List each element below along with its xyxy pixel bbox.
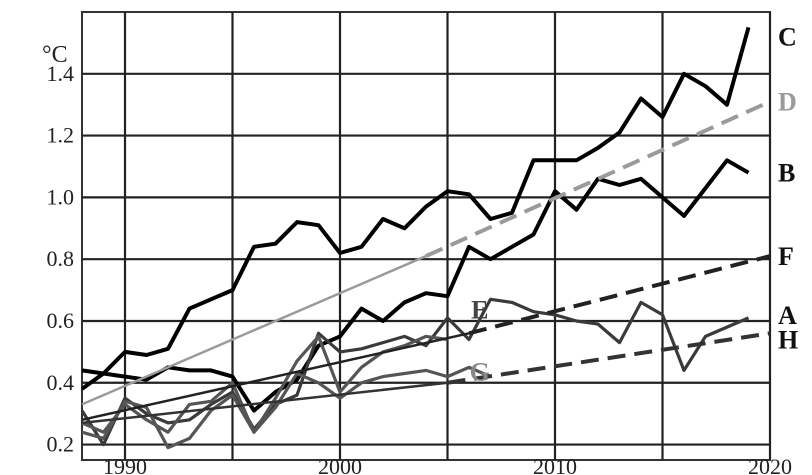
series-labels: C B A D F H	[778, 23, 798, 355]
x-axis-ticks: 1990 2000 2010 2020	[103, 454, 792, 475]
y-tick-label: 0.6	[47, 308, 75, 333]
y-axis-ticks: 0.2 0.4 0.6 0.8 1.0 1.2 1.4	[47, 61, 75, 457]
series-label-B: B	[778, 159, 795, 188]
plot-frame	[81, 11, 771, 461]
series-line-4	[81, 365, 492, 450]
annotation-E: E	[471, 296, 488, 325]
series-line-H-solid	[81, 381, 448, 425]
y-tick-label: 0.8	[47, 246, 75, 271]
x-tick-label: 2000	[318, 454, 362, 475]
y-tick-label: 1.4	[47, 61, 75, 86]
x-tick-label: 2020	[748, 454, 792, 475]
series-line-H-dashed	[447, 331, 771, 385]
series-label-F: F	[778, 242, 794, 271]
series-label-D: D	[778, 88, 797, 117]
series-line-B	[80, 158, 750, 413]
series-label-C: C	[778, 23, 797, 52]
y-tick-label: 0.4	[47, 370, 75, 395]
annotation-G: G	[470, 357, 490, 386]
x-tick-label: 2010	[533, 454, 577, 475]
series-line-F-solid	[81, 332, 470, 422]
y-tick-label: 1.2	[47, 123, 75, 148]
series-label-A: A	[778, 301, 797, 330]
y-tick-label: 0.2	[47, 432, 75, 457]
series-line-D-solid	[81, 254, 427, 406]
y-tick-label: 1.0	[47, 184, 75, 209]
annotations: EG	[470, 296, 490, 387]
series-line-C	[81, 26, 751, 376]
series-line-F-dashed	[468, 254, 771, 336]
x-tick-label: 1990	[103, 454, 147, 475]
series-lines	[80, 26, 771, 450]
y-axis-unit: °C	[42, 42, 68, 68]
series-label-H: H	[778, 326, 798, 355]
series-line-D-dashed	[425, 99, 771, 258]
grid	[81, 11, 772, 461]
